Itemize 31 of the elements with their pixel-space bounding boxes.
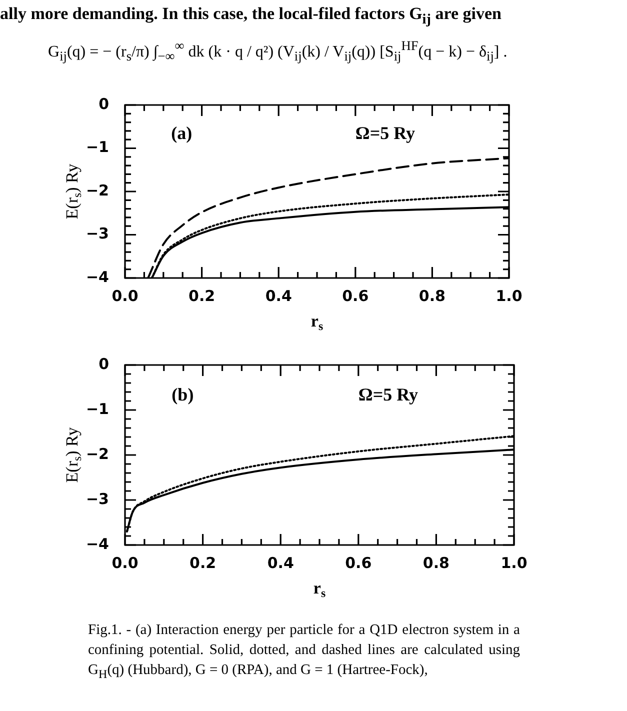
text: G$_{ij}$(q) = − (r$_{s}$/π) ∫$_{−∞}$$^{∞}$ dk (k · q / q²) (V$_{ij}$(k) / V$_{ij}$(q)) [S$_{ij}$$^{HF}$(q − k) − δ$_{ij}$] . <box>48 38 508 64</box>
annotation: (b) <box>172 384 194 404</box>
y-tick-label: 0 <box>98 354 110 373</box>
y-tick-label: 0 <box>98 94 110 113</box>
y-tick-label: −3 <box>86 490 110 508</box>
y-tick-label: −3 <box>86 224 110 243</box>
x-tick-label: 0.0 <box>112 286 138 305</box>
x-tick-label: 1.0 <box>496 286 522 305</box>
x-tick-label: 0.6 <box>342 286 369 305</box>
caption: Fig.1. - (a) Interaction energy per particle for a Q1D electron system in a confining potential. Solid, dotted, and dashed lines are calculated using G$_{H}$(q) (Hubbard), G = 0 (RPA), and G = 1 (Hartree-Fock), <box>88 621 520 683</box>
x-tick-label: 0.8 <box>422 554 450 572</box>
x-tick-label: 0.2 <box>190 554 216 572</box>
y-tick-label: −2 <box>86 444 110 463</box>
annotation: Ω=5 Ry <box>355 123 415 144</box>
x-tick-label: 0.0 <box>112 554 138 572</box>
y-tick-label: −2 <box>86 181 110 200</box>
x-tick-label: 0.2 <box>188 286 216 305</box>
x-tick-label: 0.4 <box>265 286 292 305</box>
y-tick-label: −1 <box>86 400 110 418</box>
annotation: (a) <box>171 123 192 144</box>
x-tick-label: 0.4 <box>267 554 294 572</box>
x-tick-label: 0.6 <box>345 554 372 572</box>
x-tick-label: 1.0 <box>500 554 528 572</box>
annotation: Ω=5 Ry <box>358 384 418 404</box>
x-tick-label: 0.8 <box>418 286 446 305</box>
y-axis-title: E(rs) Ry <box>62 163 84 220</box>
y-tick-label: −4 <box>86 534 110 553</box>
y-tick-label: −1 <box>86 138 110 156</box>
text: ally more demanding. In this case, the local-filed factors G$_{ij}$ are given <box>0 4 502 28</box>
y-tick-label: −4 <box>86 268 110 286</box>
y-axis-title: E(rs) Ry <box>62 426 84 483</box>
